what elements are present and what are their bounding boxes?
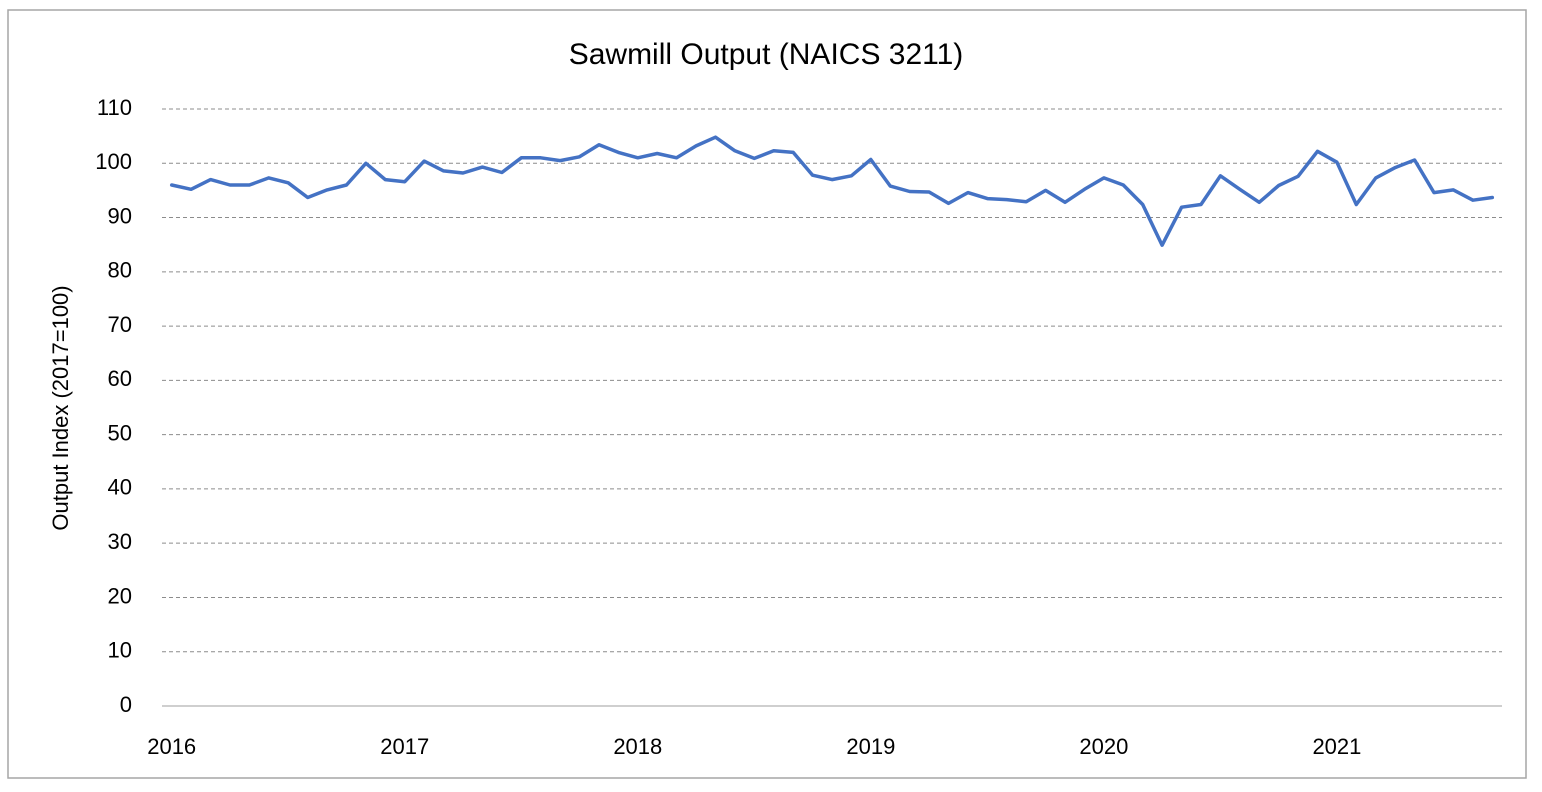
y-tick-label: 10 [108, 638, 132, 663]
x-tick-label: 2019 [846, 734, 895, 759]
y-tick-label: 70 [108, 312, 132, 337]
y-tick-label: 50 [108, 420, 132, 445]
chart-border [7, 9, 1527, 779]
x-tick-label: 2017 [380, 734, 429, 759]
data-line [169, 135, 1495, 247]
y-tick-label: 100 [95, 149, 132, 174]
y-tick-label: 40 [108, 475, 132, 500]
y-tick-label: 0 [120, 692, 132, 717]
y-axis-label: Output Index (2017=100) [48, 285, 73, 530]
y-tick-label: 60 [108, 366, 132, 391]
x-tick-label: 2021 [1312, 734, 1361, 759]
y-tick-label: 30 [108, 529, 132, 554]
y-tick-label: 80 [108, 258, 132, 283]
y-tick-label: 110 [97, 95, 132, 120]
x-tick-label: 2018 [613, 734, 662, 759]
y-tick-label: 90 [108, 203, 132, 228]
x-tick-label: 2016 [147, 734, 196, 759]
chart-title: Sawmill Output (NAICS 3211) [569, 38, 964, 71]
y-tick-label: 20 [108, 583, 132, 608]
x-tick-label: 2020 [1079, 734, 1128, 759]
